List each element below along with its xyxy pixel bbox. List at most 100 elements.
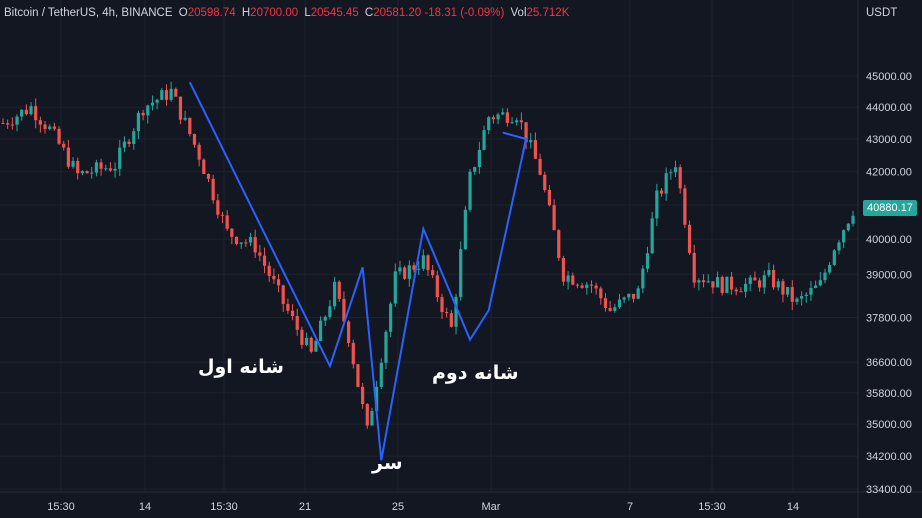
pattern-line xyxy=(188,81,528,461)
head-label: سر xyxy=(372,452,403,474)
symbol-legend: Bitcoin / TetherUS, 4h, BINANCE O20598.7… xyxy=(4,7,569,19)
candle-body xyxy=(627,293,631,298)
candle-body xyxy=(290,310,295,317)
candle-body xyxy=(720,277,724,293)
candle-body xyxy=(337,281,341,299)
candle-body xyxy=(800,295,804,299)
time-tick-label: 25 xyxy=(392,501,404,513)
candle-body xyxy=(692,252,696,283)
candle-body xyxy=(561,257,566,282)
candle-body xyxy=(837,242,841,251)
candle-body xyxy=(571,275,575,285)
currency-label[interactable]: USDT xyxy=(866,7,898,19)
candle-body xyxy=(188,117,192,135)
candle-body xyxy=(832,250,836,265)
candle-body xyxy=(431,270,435,276)
candle-body xyxy=(253,237,257,253)
candle-body xyxy=(220,214,225,216)
candle-body xyxy=(393,271,397,304)
candle-body xyxy=(62,143,66,148)
candle-body xyxy=(846,223,850,231)
candle-body xyxy=(781,281,785,295)
candle-body xyxy=(435,275,439,298)
candle-body xyxy=(169,88,173,100)
close-value: 20581.20 xyxy=(373,7,422,19)
volume-label: Vol xyxy=(510,7,527,19)
price-tick-label: 34200.00 xyxy=(866,451,912,463)
symbol-name[interactable]: Bitcoin / TetherUS, 4h, BINANCE xyxy=(4,7,173,19)
candle-body xyxy=(468,171,472,210)
candle-body xyxy=(80,171,84,174)
candle-body xyxy=(398,267,402,272)
candle-body xyxy=(589,284,594,286)
candle-body xyxy=(669,172,673,174)
candle-body xyxy=(314,341,318,352)
left-shoulder-label: شانه اول xyxy=(198,356,284,378)
candle-body xyxy=(477,149,481,168)
candle-body xyxy=(823,272,827,281)
candle-body xyxy=(342,298,346,322)
candle-body xyxy=(538,158,542,175)
candle-body xyxy=(48,126,52,129)
candle-body xyxy=(309,337,313,352)
candle-body xyxy=(99,162,103,169)
candle-body xyxy=(347,321,351,343)
candle-body xyxy=(389,303,393,332)
candle-body xyxy=(734,289,738,292)
time-axis[interactable]: 15:30 14 15:30 21 25 Mar 7 15:30 14 xyxy=(47,501,799,513)
candle-body xyxy=(776,281,780,288)
candle-body xyxy=(104,168,108,170)
candle-body xyxy=(197,144,201,160)
candle-body xyxy=(449,313,453,327)
candle-body xyxy=(323,316,327,321)
candle-body xyxy=(90,172,94,174)
candle-body xyxy=(384,331,388,363)
price-tick-label: 42000.00 xyxy=(866,167,912,179)
candle-body xyxy=(711,281,715,288)
price-axis[interactable]: 45000.00 44000.00 43000.00 42000.00 40000.00… xyxy=(866,71,912,496)
candle-body xyxy=(631,293,636,299)
candle-body xyxy=(659,190,664,194)
candle-body xyxy=(239,242,243,244)
candles xyxy=(1,81,855,429)
candle-body xyxy=(828,264,832,273)
candle-body xyxy=(613,307,617,311)
candle-body xyxy=(543,174,547,190)
candle-body xyxy=(318,320,323,342)
candle-body xyxy=(580,285,584,288)
candle-body xyxy=(267,265,271,276)
candle-body xyxy=(164,90,169,100)
candle-body xyxy=(244,242,248,244)
candle-body xyxy=(594,285,598,289)
candle-body xyxy=(29,106,33,115)
candle-body xyxy=(757,280,762,288)
candle-body xyxy=(473,167,477,172)
candle-body xyxy=(772,270,776,288)
candle-body xyxy=(118,147,122,169)
high-label: H xyxy=(241,7,251,19)
price-tick-label: 35000.00 xyxy=(866,419,912,431)
candle-body xyxy=(57,128,61,144)
candle-body xyxy=(375,386,379,412)
candle-body xyxy=(146,105,150,116)
candle-body xyxy=(183,117,187,120)
candle-body xyxy=(762,275,766,288)
candle-body xyxy=(505,112,509,123)
candle-body xyxy=(463,209,467,250)
candle-body xyxy=(281,285,285,304)
candle-body xyxy=(636,288,640,299)
candle-body xyxy=(356,364,360,387)
candle-body xyxy=(94,162,99,173)
candle-body xyxy=(814,285,818,289)
pattern-arrowhead xyxy=(502,131,528,153)
candle-body xyxy=(351,342,355,365)
time-tick-label: 14 xyxy=(787,501,799,513)
candle-body xyxy=(276,279,281,286)
candle-body xyxy=(211,178,215,201)
grid-lines xyxy=(0,0,858,492)
candle-body xyxy=(216,200,220,215)
head-and-shoulders-pattern xyxy=(188,81,528,461)
price-tick-label: 45000.00 xyxy=(866,71,912,83)
candle-body xyxy=(599,288,603,299)
